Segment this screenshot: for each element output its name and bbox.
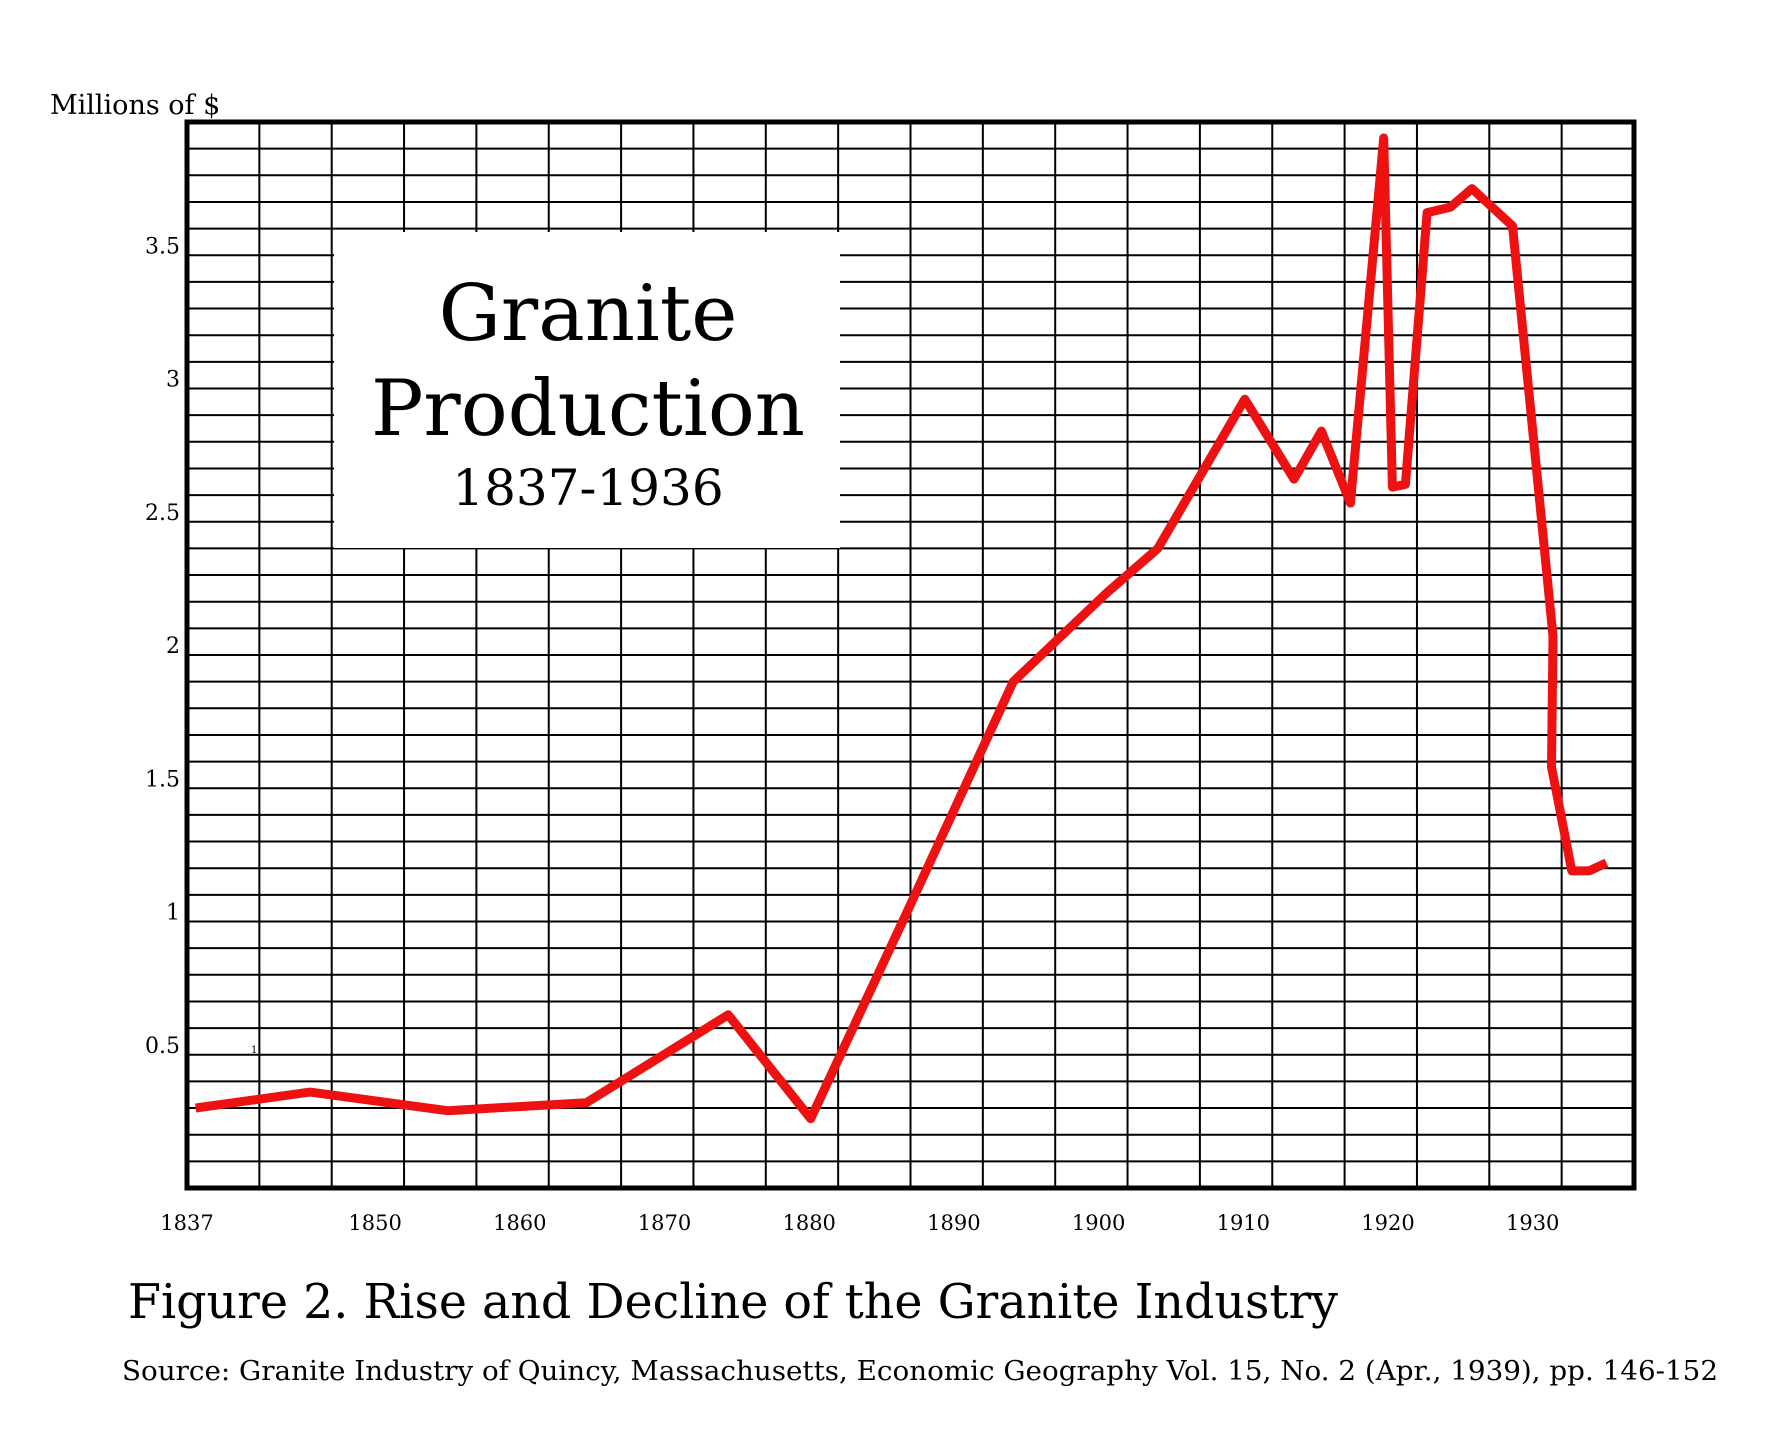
stray-mark: 1 — [251, 1045, 257, 1056]
x-tick-label: 1860 — [493, 1211, 546, 1235]
series-layer — [195, 133, 1609, 1124]
source-caption: Source: Granite Industry of Quincy, Mass… — [122, 1356, 1718, 1387]
x-tick-label: 1837 — [160, 1211, 213, 1235]
x-tick-label: 1850 — [348, 1211, 401, 1235]
chart-title-line-2: Production — [371, 364, 805, 454]
y-tick-label: 1 — [166, 901, 180, 926]
figure-caption: Figure 2. Rise and Decline of the Granit… — [128, 1274, 1338, 1330]
x-tick-labels: 1837 1850 1860 1870 1880 1890 1900 1910 1920 1930 — [160, 1211, 1559, 1235]
x-tick-label: 1890 — [927, 1211, 980, 1235]
y-tick-label: 3 — [166, 368, 180, 393]
plot-border — [184, 119, 1637, 1191]
y-tick-label: 0.5 — [145, 1034, 180, 1059]
x-tick-label: 1930 — [1506, 1211, 1559, 1235]
y-tick-labels: 0.5 1 1.5 2 2.5 3 3.5 — [145, 234, 180, 1059]
y-tick-label: 2.5 — [145, 501, 180, 526]
chart-subtitle: 1837-1936 — [452, 459, 723, 517]
x-tick-label: 1910 — [1217, 1211, 1270, 1235]
y-tick-label: 1.5 — [145, 767, 180, 792]
y-tick-label: 3.5 — [145, 234, 180, 259]
x-tick-label: 1880 — [782, 1211, 835, 1235]
title-box — [334, 232, 840, 548]
x-tick-label: 1870 — [638, 1211, 691, 1235]
chart-title-line-1: Granite — [439, 269, 738, 359]
series-line — [195, 133, 1609, 1124]
x-tick-label: 1920 — [1361, 1211, 1414, 1235]
x-tick-label: 1900 — [1072, 1211, 1125, 1235]
y-tick-label: 2 — [166, 634, 180, 659]
y-axis-label: Millions of $ — [50, 90, 220, 121]
